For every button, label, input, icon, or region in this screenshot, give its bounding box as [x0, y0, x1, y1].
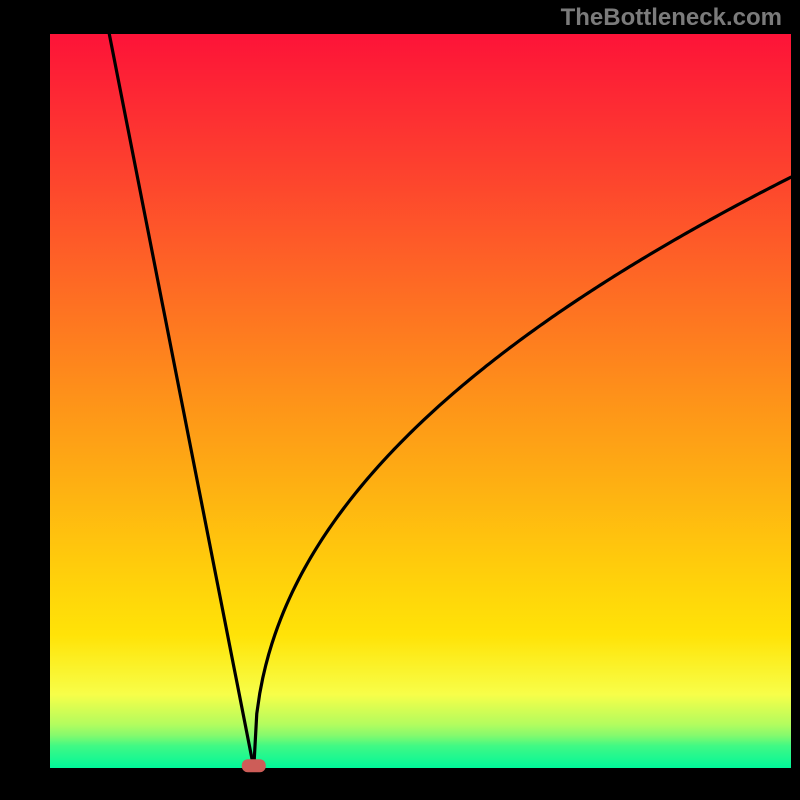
optimal-marker	[242, 759, 266, 772]
watermark: TheBottleneck.com	[561, 4, 782, 32]
chart-canvas	[0, 0, 800, 800]
chart-container: TheBottleneck.com	[0, 0, 800, 800]
plot-area	[50, 34, 791, 768]
